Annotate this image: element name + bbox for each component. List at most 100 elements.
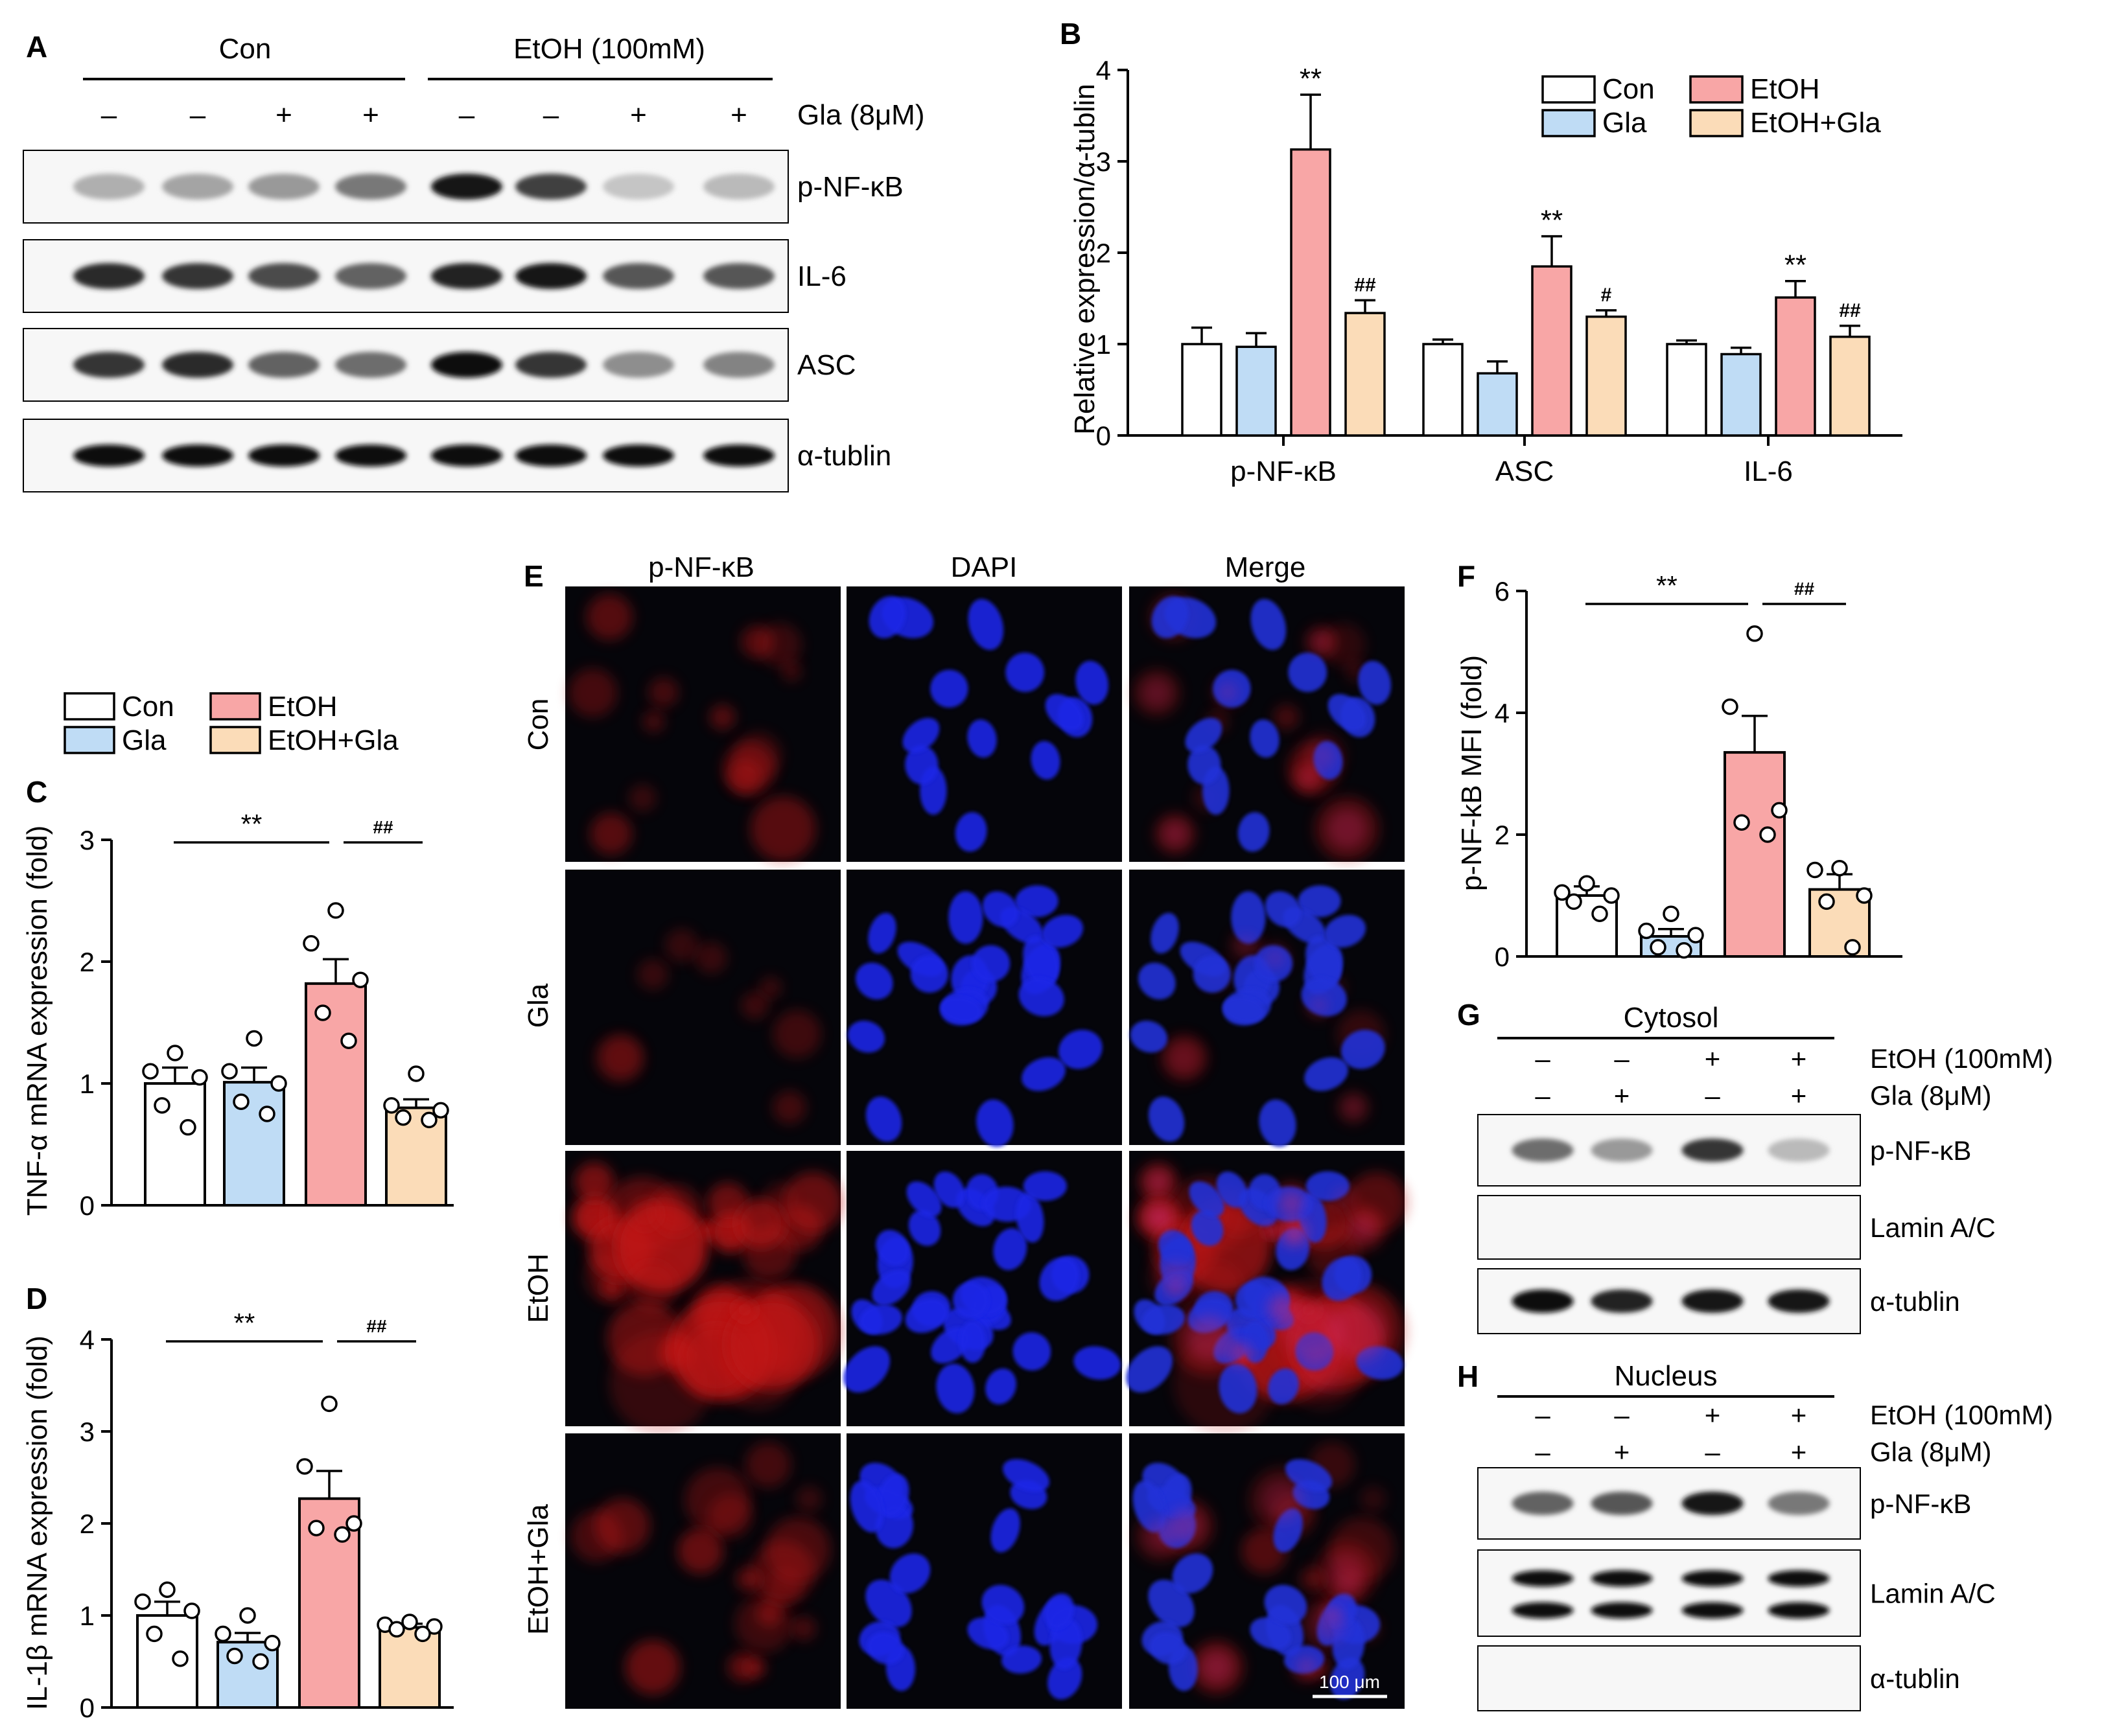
y-tick-label-d-0: 0 (80, 1693, 95, 1723)
nucleus-2-3-9 (1340, 1030, 1385, 1069)
nucleus-2-2-19 (1042, 914, 1084, 948)
data-point-c-etoh-gla-5 (421, 1111, 438, 1129)
merge-overlap-3-3 (1230, 1343, 1252, 1364)
legend-swatch-cd-etoh-gla (209, 726, 261, 754)
merge-overlap-4-7 (1310, 1606, 1346, 1641)
nucleus-2-2-20 (982, 891, 1019, 927)
legend-swatch-cd-con (64, 692, 115, 721)
y-tick-label-b-0: 0 (1096, 421, 1111, 451)
h-gla-sign-2: + (1614, 1437, 1630, 1467)
legend-label-b-etoh: EtOH (1750, 73, 1820, 105)
red-signal-1-1-11 (628, 784, 657, 812)
nucleus-2-2-6 (868, 912, 896, 954)
bracket-label-d-2: ## (366, 1316, 387, 1336)
nucleus-4-2-19 (1001, 1645, 1042, 1674)
blot-asc-band-3 (248, 352, 320, 378)
legend-swatch-b-con (1541, 75, 1596, 104)
blot-asc-band-1 (73, 352, 145, 378)
data-point-c-etoh-gla-3 (432, 1102, 449, 1119)
data-point-c-con-5 (180, 1118, 196, 1136)
western-blot-panel-h: Nucleus EtOH (100mM) Gla (8μM) – – – + + – + + p… (1477, 1360, 2053, 1711)
red-signal-3-1-12 (574, 1162, 614, 1202)
y-tick-label-f-0: 0 (1495, 942, 1510, 972)
bar-b-p-nf-b-etoh (1290, 148, 1331, 437)
nucleus-1-2-14 (1045, 694, 1084, 732)
nucleus-3-3-18 (1189, 1181, 1224, 1218)
blot-il-6-band-2 (162, 263, 233, 289)
merge-overlap-1-1 (1311, 632, 1331, 652)
bar-b-p-nf-b-gla (1235, 345, 1277, 437)
nucleus-2-2-14 (1015, 885, 1058, 918)
data-point-d-etoh-gla-3 (426, 1618, 443, 1635)
blot-il-6-band-7 (603, 263, 674, 289)
legend-label-b-con: Con (1602, 73, 1655, 105)
gla-sign-2: – (190, 99, 206, 131)
panel-letter-d: D (26, 1282, 47, 1315)
annotation-b-p-nf-b-etoh: ** (1300, 63, 1322, 95)
merge-overlap-3-14 (1169, 1280, 1183, 1294)
bar-b-il-6-etoh (1775, 296, 1816, 437)
merge-overlap-4-2 (1200, 1650, 1233, 1684)
bar-d-etoh-gla (379, 1626, 441, 1709)
micrograph-gla-merge (1129, 870, 1405, 1147)
nucleus-3-2-15 (985, 1368, 1016, 1405)
panel-letter-f: F (1457, 559, 1475, 593)
h-blot-lamin-a-c-frame (1477, 1549, 1861, 1637)
h-blot-lamin-a-c (1477, 1549, 1861, 1637)
g-blot-tublin-band-3 (1681, 1290, 1744, 1313)
bar-b-asc-con (1422, 343, 1464, 437)
red-signal-4-1-12 (708, 1494, 753, 1538)
g-etoh-sign-1: – (1535, 1043, 1550, 1074)
blot-p-nf-b-band-3 (248, 174, 320, 200)
data-point-d-etoh-gla-1 (401, 1614, 418, 1630)
annotation-b-il-6-etoh: ** (1784, 249, 1806, 281)
g-etoh-sign-3: + (1705, 1043, 1721, 1074)
annotation-b-asc-etoh-gla: # (1601, 284, 1612, 306)
nucleus-2-3-12 (1148, 1096, 1185, 1142)
legend-label-cd-con: Con (122, 691, 174, 723)
panel-letter-h: H (1457, 1360, 1479, 1393)
nucleus-2-2-11 (976, 1099, 1014, 1147)
scale-bar-label: 100 μm (1319, 1672, 1380, 1692)
chart-panel-b: Relative expression/α-tublin Con EtOH Gla E… (1069, 55, 1902, 487)
blot-il-6-band-3 (248, 263, 320, 289)
data-point-f-etoh-gla-3 (1856, 887, 1873, 904)
nucleus-2-2-22 (1018, 977, 1064, 1017)
blot-asc (23, 328, 789, 402)
blot-il-6 (23, 239, 789, 313)
red-signal-2-1-9 (773, 1010, 821, 1058)
nucleus-3-3-7 (1191, 1210, 1224, 1246)
data-point-f-etoh-gla-2 (1806, 861, 1823, 879)
h-blot-lamin-a-c-band-upper-2 (1591, 1570, 1653, 1587)
legend-swatch-b-gla (1541, 109, 1596, 137)
merge-overlap-1-6 (1141, 678, 1171, 708)
h-blot-label-lamin-a-c: Lamin A/C (1870, 1579, 1996, 1609)
merge-overlap-4-8 (1327, 1553, 1366, 1591)
data-point-c-etoh-3 (352, 971, 369, 988)
data-point-c-con-1 (167, 1045, 183, 1061)
data-point-d-con-5 (172, 1650, 189, 1667)
nucleus-3-2-5 (936, 1363, 975, 1414)
red-signal-1-1-12 (586, 594, 633, 640)
nucleus-2-2-17 (855, 962, 893, 1000)
data-point-d-etoh-4 (308, 1520, 325, 1536)
merge-overlap-4-9 (1261, 1480, 1302, 1520)
nucleus-4-3-16 (1250, 1617, 1291, 1650)
nucleus-1-2-11 (1031, 741, 1060, 780)
nucleus-1-2-6 (955, 812, 987, 852)
h-blot-label-p-nf-b: p-NF-κB (1870, 1488, 1971, 1519)
merge-overlap-1-2 (1327, 809, 1367, 849)
merge-overlap-3-6 (1265, 1224, 1278, 1236)
red-signal-2-1-6 (759, 976, 782, 999)
merge-overlap-2-3 (1265, 948, 1285, 968)
blot-tublin-band-1 (73, 445, 145, 467)
column-label-merge: Merge (1225, 551, 1306, 583)
bar-b-il-6-gla (1720, 353, 1762, 437)
nucleus-2-2-13 (1022, 1057, 1066, 1091)
data-point-f-etoh-2 (1722, 698, 1738, 715)
nucleus-3-2-8 (1073, 1346, 1121, 1380)
chart-panel-d: IL-1β mRNA expression (fold) 0 1 2 3 4 ** ## (21, 1308, 454, 1723)
bar-b-p-nf-b-etoh-gla (1344, 312, 1386, 437)
micrograph-etoh-gla-dapi (847, 1433, 1122, 1709)
row-label-gla: Gla (522, 983, 554, 1028)
